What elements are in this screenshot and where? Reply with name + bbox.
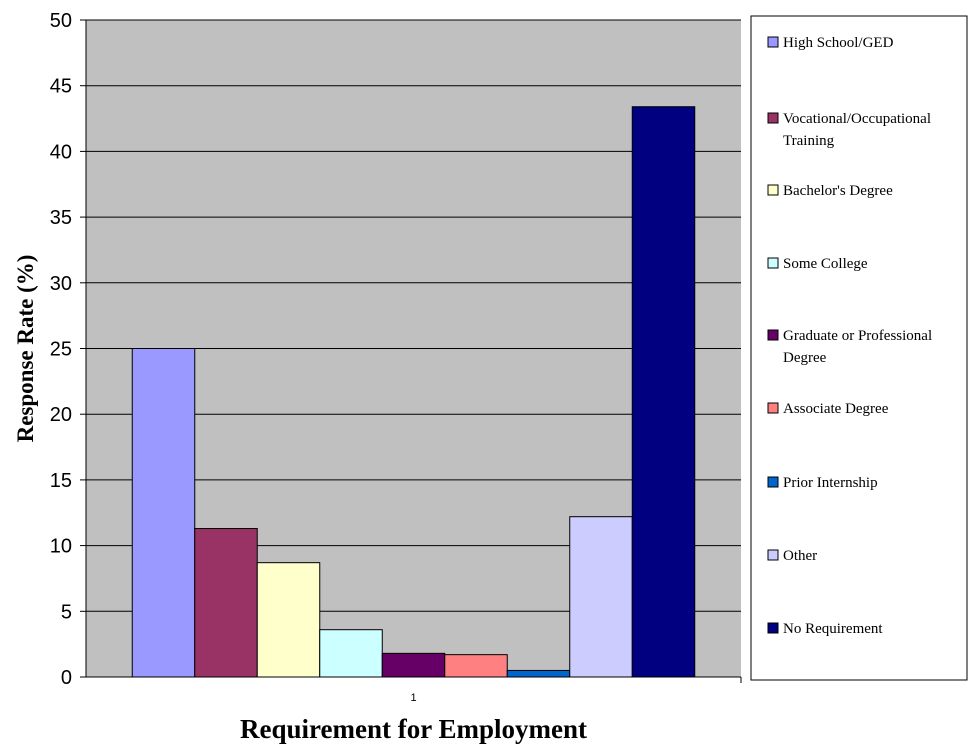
y-tick-label: 20 (50, 404, 72, 426)
bar-some-college (319, 629, 383, 678)
y-tick-label: 40 (50, 141, 72, 163)
y-tick-label: 35 (50, 207, 72, 229)
bar-associate-degree (444, 654, 508, 678)
y-tick-label: 10 (50, 536, 72, 558)
legend-label-graduate-or-professional-degree: Graduate or Professional Degree (783, 328, 932, 366)
x-axis-label: Requirement for Employment (240, 714, 587, 744)
legend-swatch-no-requirement (767, 622, 779, 634)
legend-box (750, 15, 968, 681)
legend-swatch-graduate-or-professional-degree (767, 329, 779, 341)
legend: High School/GED Vocational/Occupational Tr… (750, 15, 968, 681)
y-tick-label: 45 (50, 76, 72, 98)
legend-label-associate-degree: Associate Degree (783, 401, 889, 417)
legend-swatch-other (767, 549, 779, 561)
axes (80, 19, 742, 683)
legend-swatch-vocational-occupational-training (767, 112, 779, 124)
legend-swatch-high-school-ged (767, 36, 779, 48)
bars (131, 106, 696, 678)
legend-swatch-bachelor-s-degree (767, 184, 779, 196)
legend-swatch-some-college (767, 257, 779, 269)
bar-high-school-ged (131, 348, 196, 678)
legend-label-prior-internship: Prior Internship (783, 475, 878, 491)
legend-label-vocational-occupational-training: Vocational/Occupational Training (783, 111, 931, 149)
y-tick-label: 5 (61, 601, 72, 623)
y-tick-label: 30 (50, 273, 72, 295)
bar-bachelor-s-degree (256, 562, 321, 678)
bar-graduate-or-professional-degree (381, 652, 446, 678)
bar-prior-internship (506, 669, 571, 678)
y-tick-label: 25 (50, 339, 72, 361)
legend-label-high-school-ged: High School/GED (783, 35, 894, 51)
legend-swatch-associate-degree (767, 402, 779, 414)
legend-label-no-requirement: No Requirement (783, 621, 883, 637)
legend-swatch-prior-internship (767, 476, 779, 488)
bar-other (569, 516, 633, 678)
y-tick-label: 15 (50, 470, 72, 492)
bar-no-requirement (631, 106, 696, 678)
y-tick-labels: 0 5 10 15 20 25 30 35 40 45 50 (50, 10, 72, 689)
legend-label-other: Other (783, 548, 817, 564)
y-axis-label: Response Rate (%) (13, 255, 38, 443)
bar-vocational-occupational-training (194, 528, 258, 678)
legend-label-some-college: Some College (783, 256, 868, 272)
y-tick-label: 50 (50, 10, 72, 32)
x-tick-labels: 1 (410, 692, 416, 704)
x-tick-label: 1 (410, 692, 416, 704)
legend-label-bachelor-s-degree: Bachelor's Degree (783, 183, 893, 199)
y-tick-label: 0 (61, 667, 72, 689)
